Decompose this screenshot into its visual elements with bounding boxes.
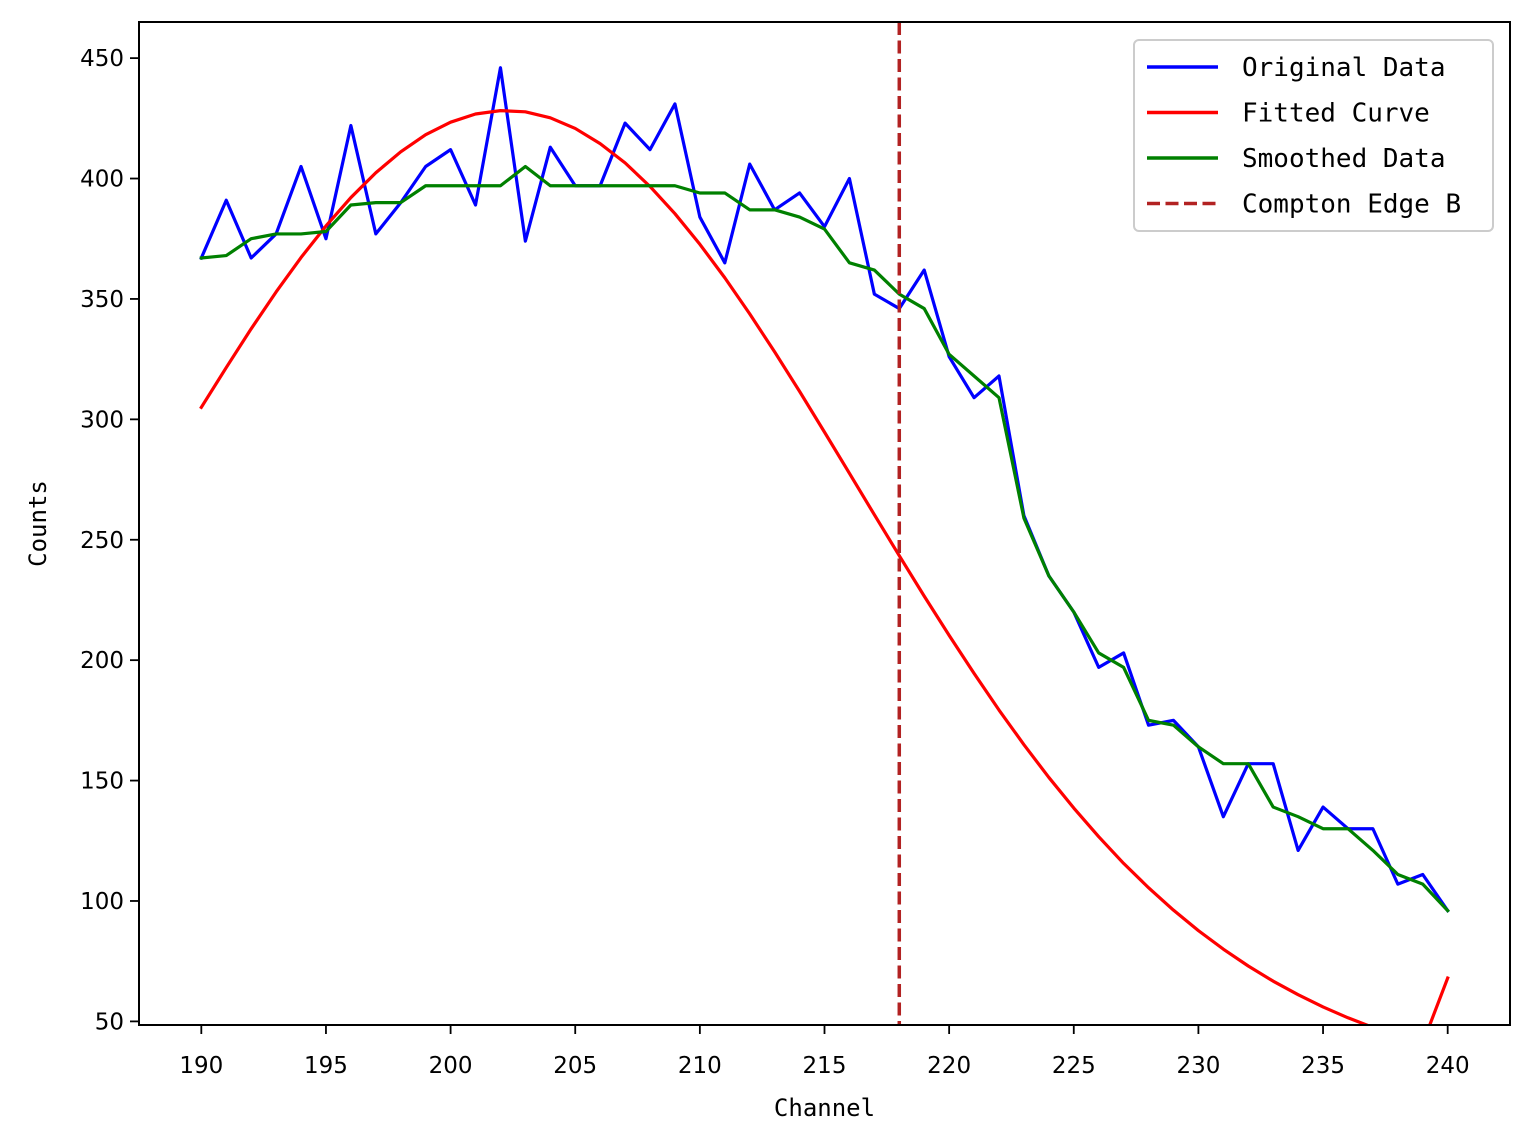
y-tick-label: 100 (80, 889, 124, 915)
legend-label: Smoothed Data (1242, 144, 1446, 174)
series-line-3 (199, 164, 1450, 913)
y-tick-label: 400 (80, 167, 124, 193)
legend: Original Data Fitted Curve Smoothed Data Co… (1133, 39, 1494, 232)
plot-area (199, 22, 1450, 1025)
x-tick-label: 200 (429, 1053, 473, 1079)
x-tick-label: 240 (1426, 1053, 1470, 1079)
series-line-1 (199, 66, 1450, 913)
x-axis-label: Channel (774, 1094, 875, 1122)
x-tick-label: 210 (678, 1053, 722, 1079)
y-tick-label: 250 (80, 528, 124, 554)
y-tick-label: 200 (80, 648, 124, 674)
x-tick-label: 205 (553, 1053, 597, 1079)
y-tick-label: 300 (80, 407, 124, 433)
y-tick-label: 350 (80, 287, 124, 313)
x-tick-label: 235 (1301, 1053, 1345, 1079)
legend-label: Compton Edge B (1242, 190, 1461, 220)
axes: 190 195 200 205 210 215 220 225 230 235 240 50 100 15… (80, 21, 1511, 1079)
x-tick-label: 230 (1176, 1053, 1220, 1079)
series-line-2 (199, 109, 1450, 1025)
y-tick-label: 450 (80, 46, 124, 72)
y-tick-label: 50 (95, 1009, 124, 1035)
x-tick-label: 195 (304, 1053, 348, 1079)
legend-label: Fitted Curve (1242, 99, 1430, 129)
y-axis-label: Counts (24, 480, 52, 567)
x-tick-label: 225 (1052, 1053, 1096, 1079)
legend-box (1133, 39, 1494, 232)
legend-label: Original Data (1242, 53, 1446, 83)
x-tick-label: 190 (179, 1053, 223, 1079)
x-tick-label: 220 (927, 1053, 971, 1079)
y-tick-label: 150 (80, 769, 124, 795)
x-tick-label: 215 (803, 1053, 847, 1079)
